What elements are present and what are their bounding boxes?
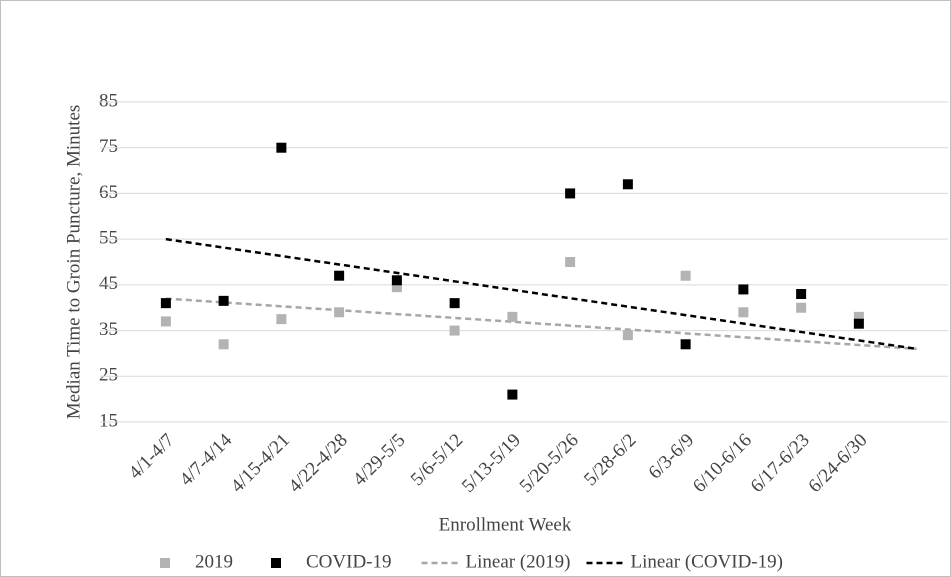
marker	[276, 142, 287, 153]
marker	[853, 311, 864, 322]
marker	[507, 389, 518, 400]
trendline	[165, 237, 917, 351]
marker	[680, 339, 691, 350]
marker	[680, 270, 691, 281]
marker	[565, 188, 576, 199]
marker	[796, 289, 807, 299]
marker	[334, 307, 345, 318]
marker	[391, 282, 402, 293]
legend-label: COVID-19	[306, 551, 392, 572]
marker	[391, 275, 402, 286]
marker	[449, 325, 460, 336]
marker	[622, 179, 633, 190]
y-tick-label: 55	[99, 228, 118, 249]
marker	[276, 314, 287, 325]
marker	[565, 257, 576, 267]
marker	[218, 295, 229, 306]
y-tick-label: 65	[99, 182, 118, 203]
y-axis-title: Median Time to Groin Puncture, Minutes	[63, 105, 84, 420]
marker	[853, 318, 864, 329]
y-tick-label: 35	[99, 319, 118, 340]
legend-label: 2019	[195, 551, 233, 572]
y-tick-label: 15	[99, 410, 118, 431]
marker	[160, 298, 171, 309]
legend-label: Linear (COVID-19)	[630, 551, 782, 572]
legend-marker	[271, 558, 281, 568]
marker	[738, 307, 749, 318]
y-tick-label: 85	[99, 90, 118, 111]
marker	[218, 339, 229, 350]
marker	[622, 330, 633, 341]
marker	[334, 270, 345, 281]
y-tick-label: 75	[99, 136, 118, 157]
x-axis-title: Enrollment Week	[439, 514, 572, 535]
marker	[738, 284, 749, 295]
marker	[449, 298, 460, 309]
marker	[796, 302, 807, 313]
y-tick-label: 45	[99, 273, 118, 294]
legend-marker	[160, 558, 170, 568]
y-tick-label: 25	[99, 365, 118, 386]
marker	[160, 316, 171, 327]
marker	[507, 311, 518, 322]
trendline	[165, 297, 917, 351]
legend-label: Linear (2019)	[466, 551, 571, 572]
